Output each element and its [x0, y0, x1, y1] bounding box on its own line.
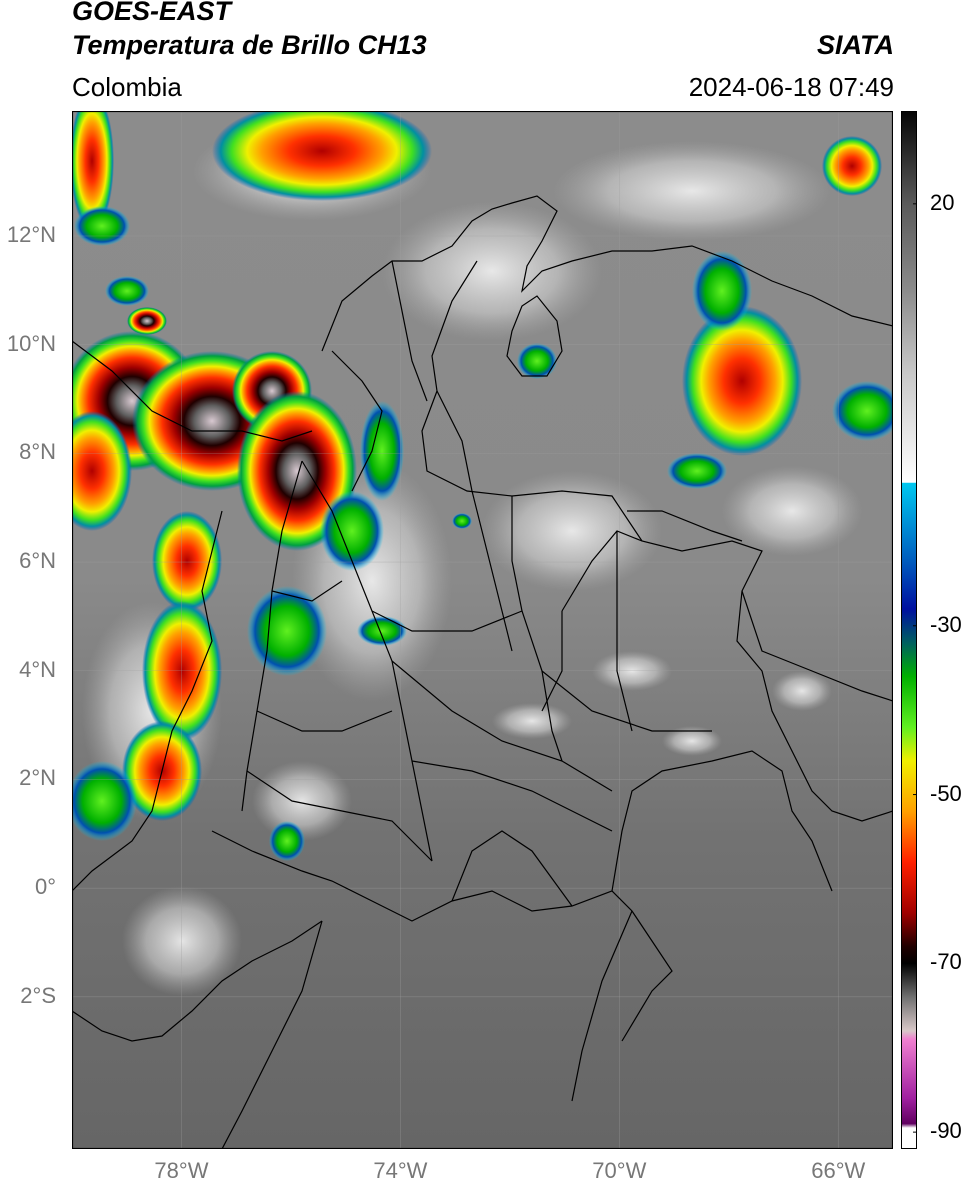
lat-tick-label: 2°S: [20, 982, 56, 1008]
colorbar: [901, 111, 917, 1149]
peru-ecuador-border: [221, 920, 323, 1149]
lat-tick-label: 12°N: [6, 221, 56, 247]
colombia-ecuador-peru-border: [211, 830, 673, 1042]
department-lines: [436, 390, 513, 652]
colorbar-fill: [901, 111, 917, 1149]
lon-tick-label: 70°W: [592, 1158, 647, 1183]
department-lines: [371, 610, 523, 632]
department-lines: [391, 260, 428, 402]
panama-coastline: [72, 340, 313, 442]
lon-tick-label: 78°W: [154, 1158, 209, 1183]
colorbar-tick-label: 20: [930, 189, 955, 215]
department-lines: [391, 660, 613, 792]
colorbar-tick-label: -70: [930, 949, 962, 975]
lat-tick-label: 8°N: [19, 439, 56, 465]
lon-tick-label: 66°W: [811, 1158, 866, 1183]
department-lines: [541, 611, 563, 712]
map-frame: [72, 111, 893, 1149]
brazil-venezuela-border: [741, 590, 893, 702]
department-lines: [411, 760, 613, 832]
lake-maracaibo: [506, 295, 563, 377]
lat-tick-label: 10°N: [6, 330, 56, 356]
colorbar-tick-label: -50: [930, 780, 962, 806]
pacific-coastline: [72, 510, 223, 892]
department-lines: [256, 710, 393, 732]
lon-tick-label: 74°W: [373, 1158, 428, 1183]
department-lines: [616, 531, 633, 732]
department-lines: [271, 580, 343, 602]
borders-layer: [72, 195, 893, 1149]
satellite-title: GOES-EAST: [72, 0, 232, 26]
department-lines: [451, 830, 573, 907]
lat-tick-label: 0°: [34, 874, 56, 900]
region-label: Colombia: [72, 72, 182, 102]
lat-tick-label: 2°N: [19, 765, 56, 791]
brazil-peru-border: [571, 910, 633, 1102]
lat-tick-label: 4°N: [19, 656, 56, 682]
colorbar-frame: [901, 111, 917, 1149]
agency-label: SIATA: [817, 30, 894, 60]
colorbar-tick-label: -30: [930, 611, 962, 637]
colombia-venezuela-border: [421, 260, 893, 822]
colorbar-tick-label: -90: [930, 1118, 962, 1144]
satellite-map[interactable]: [72, 111, 893, 1149]
department-lines: [331, 350, 383, 492]
peru-coastline: [72, 920, 323, 1042]
timestamp-label: 2024-06-18 07:49: [688, 72, 894, 102]
department-lines: [246, 770, 433, 862]
caribbean-coastline: [321, 195, 893, 352]
lat-tick-label: 6°N: [19, 548, 56, 574]
department-lines: [627, 510, 743, 542]
product-title: Temperatura de Brillo CH13: [72, 30, 427, 60]
department-lines: [541, 670, 563, 762]
department-lines: [561, 530, 643, 612]
colombia-brazil-border: [611, 750, 833, 892]
